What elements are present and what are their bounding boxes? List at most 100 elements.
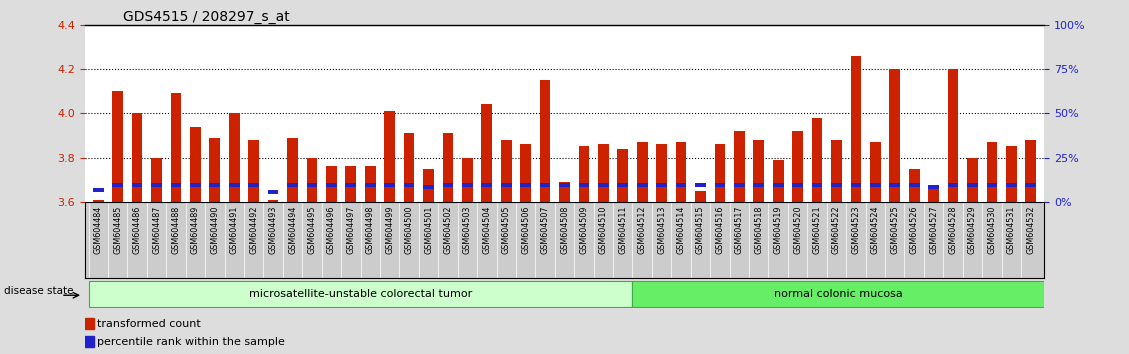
Text: transformed count: transformed count: [97, 319, 201, 329]
Text: GSM604516: GSM604516: [716, 206, 725, 254]
Text: GSM604513: GSM604513: [657, 206, 666, 254]
Bar: [190, 183, 201, 187]
Bar: [928, 184, 939, 188]
Text: GSM604522: GSM604522: [832, 206, 841, 254]
Bar: [618, 149, 628, 202]
Bar: [93, 200, 104, 202]
Bar: [365, 166, 376, 202]
Bar: [132, 183, 142, 187]
Bar: [248, 183, 259, 187]
Text: GDS4515 / 208297_s_at: GDS4515 / 208297_s_at: [123, 10, 290, 24]
Bar: [559, 183, 570, 187]
Bar: [1025, 140, 1036, 202]
Text: GSM604502: GSM604502: [444, 206, 453, 254]
Bar: [850, 56, 861, 202]
Bar: [113, 91, 123, 202]
Bar: [987, 183, 997, 187]
Bar: [85, 336, 94, 347]
Bar: [598, 183, 609, 187]
Text: disease state: disease state: [5, 286, 73, 296]
Bar: [229, 113, 239, 202]
Text: GSM604526: GSM604526: [910, 206, 919, 254]
Bar: [695, 183, 706, 187]
Bar: [248, 140, 259, 202]
Text: GSM604528: GSM604528: [948, 206, 957, 254]
Text: GSM604499: GSM604499: [385, 206, 394, 254]
Text: GSM604497: GSM604497: [347, 206, 356, 254]
Bar: [85, 318, 94, 329]
Bar: [520, 183, 531, 187]
Text: percentile rank within the sample: percentile rank within the sample: [97, 337, 286, 347]
Text: GSM604520: GSM604520: [793, 206, 802, 254]
Bar: [812, 118, 822, 202]
Bar: [151, 183, 161, 187]
Text: GSM604521: GSM604521: [813, 206, 822, 254]
Bar: [326, 183, 336, 187]
Text: GSM604532: GSM604532: [1026, 206, 1035, 254]
Text: GSM604507: GSM604507: [541, 206, 550, 254]
Text: GSM604511: GSM604511: [619, 206, 628, 254]
Text: GSM604487: GSM604487: [152, 206, 161, 254]
Bar: [307, 183, 317, 187]
Bar: [793, 131, 803, 202]
Bar: [365, 183, 376, 187]
Bar: [113, 183, 123, 187]
Text: GSM604506: GSM604506: [522, 206, 531, 254]
Bar: [443, 133, 453, 202]
Bar: [287, 138, 298, 202]
Text: normal colonic mucosa: normal colonic mucosa: [774, 289, 903, 299]
Bar: [384, 111, 395, 202]
Text: GSM604514: GSM604514: [676, 206, 685, 254]
Bar: [637, 142, 648, 202]
Text: GSM604504: GSM604504: [482, 206, 491, 254]
Bar: [190, 126, 201, 202]
Bar: [734, 131, 745, 202]
Text: GSM604531: GSM604531: [1007, 206, 1016, 254]
Bar: [170, 183, 182, 187]
Text: GSM604519: GSM604519: [773, 206, 782, 254]
Bar: [307, 158, 317, 202]
Bar: [1006, 183, 1016, 187]
Text: GSM604510: GSM604510: [598, 206, 607, 254]
Bar: [968, 183, 978, 187]
Text: GSM604494: GSM604494: [288, 206, 297, 254]
Bar: [947, 69, 959, 202]
Bar: [540, 183, 551, 187]
Bar: [501, 183, 511, 187]
Bar: [88, 281, 632, 307]
Bar: [578, 147, 589, 202]
Bar: [520, 144, 531, 202]
Text: GSM604491: GSM604491: [230, 206, 238, 254]
Bar: [773, 160, 784, 202]
Bar: [151, 158, 161, 202]
Text: GSM604496: GSM604496: [327, 206, 336, 254]
Text: GSM604490: GSM604490: [210, 206, 219, 254]
Text: GSM604518: GSM604518: [754, 206, 763, 254]
Text: GSM604493: GSM604493: [269, 206, 278, 254]
Bar: [268, 200, 279, 202]
Bar: [462, 183, 473, 187]
Bar: [423, 169, 434, 202]
Bar: [715, 183, 725, 187]
Text: GSM604525: GSM604525: [891, 206, 899, 254]
Bar: [598, 144, 609, 202]
Bar: [132, 113, 142, 202]
Bar: [559, 182, 570, 202]
Bar: [462, 158, 473, 202]
Bar: [93, 188, 104, 192]
Bar: [618, 183, 628, 187]
Bar: [404, 183, 414, 187]
Bar: [287, 183, 298, 187]
Bar: [1006, 147, 1016, 202]
Text: GSM604488: GSM604488: [172, 206, 181, 254]
Bar: [987, 142, 997, 202]
Bar: [831, 140, 842, 202]
Bar: [384, 183, 395, 187]
Bar: [850, 183, 861, 187]
Bar: [890, 69, 900, 202]
Bar: [423, 184, 434, 188]
Bar: [1025, 183, 1036, 187]
Bar: [812, 183, 822, 187]
Bar: [734, 183, 745, 187]
Text: GSM604527: GSM604527: [929, 206, 938, 254]
